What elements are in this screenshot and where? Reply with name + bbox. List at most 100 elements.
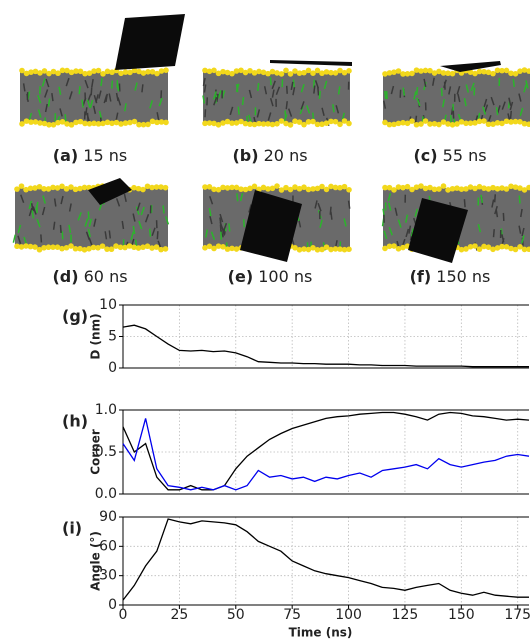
headgroup <box>158 184 164 190</box>
lipid-tail <box>306 105 311 114</box>
headgroup <box>319 246 325 253</box>
headgroup <box>41 68 48 74</box>
lipid-tail <box>383 230 388 240</box>
lipid-tail <box>60 195 64 205</box>
lipid-tail <box>17 235 22 244</box>
headgroup <box>14 243 20 250</box>
headgroup <box>256 68 262 75</box>
headgroup <box>86 245 92 252</box>
lipid-tail <box>45 78 50 88</box>
lipid-tail <box>443 79 447 88</box>
headgroup <box>118 121 124 127</box>
headgroup <box>131 244 137 251</box>
data-line <box>122 418 530 491</box>
lipid-tail <box>88 218 93 227</box>
headgroup <box>400 244 406 251</box>
headgroup <box>391 187 397 193</box>
lipid-tail <box>285 85 288 94</box>
headgroup <box>50 68 57 75</box>
lipid-tail <box>12 234 17 243</box>
headgroup <box>104 119 111 126</box>
lipid-tail <box>394 207 398 216</box>
headgroup <box>503 186 510 192</box>
lipid-tail <box>275 86 281 96</box>
headgroup <box>242 69 249 76</box>
membrane-snapshot <box>12 183 170 253</box>
headgroup <box>413 121 420 128</box>
headgroup <box>206 120 213 126</box>
lipid-tail <box>237 106 240 115</box>
headgroup <box>292 68 298 74</box>
headgroup <box>296 119 303 125</box>
headgroup <box>494 185 501 192</box>
headgroup <box>202 184 208 190</box>
headgroup <box>82 70 88 77</box>
lipid-tail <box>317 202 322 212</box>
headgroup <box>256 186 262 193</box>
headgroup <box>113 119 120 126</box>
headgroup <box>202 245 208 251</box>
headgroup <box>233 120 240 126</box>
headgroup <box>100 71 106 77</box>
lipid-tail <box>108 93 112 102</box>
lipid-tail <box>116 83 120 92</box>
headgroup <box>158 68 165 74</box>
lipid-tail <box>383 100 387 109</box>
headgroup <box>278 118 285 124</box>
headgroup <box>37 70 43 76</box>
headgroup <box>400 184 406 191</box>
lipid-tail <box>440 88 443 97</box>
headgroup <box>54 185 61 191</box>
lipid-tail <box>508 97 512 106</box>
headgroup <box>310 245 316 251</box>
panel-label: (a) <box>53 146 78 165</box>
lipid-tail <box>220 229 224 238</box>
lipid-tail <box>42 195 46 204</box>
lipid-tail <box>136 202 141 211</box>
x-tick-label: 75 <box>283 607 301 623</box>
headgroup <box>86 121 93 127</box>
headgroup <box>45 186 52 192</box>
y-tick-label: 5 <box>108 329 117 345</box>
time-label: 15 ns <box>83 146 127 165</box>
headgroup <box>162 184 169 191</box>
headgroup <box>122 120 129 126</box>
lipid-tail <box>408 225 412 234</box>
headgroup <box>319 121 325 128</box>
lipid-tail <box>323 80 328 90</box>
headgroup <box>50 121 57 128</box>
lipid-tail <box>148 228 152 237</box>
lipid-tail <box>103 94 108 104</box>
headgroup <box>314 67 321 74</box>
headgroup <box>224 246 231 252</box>
headgroup <box>337 67 343 74</box>
headgroup <box>517 244 523 250</box>
headgroup <box>91 120 97 127</box>
headgroup <box>224 185 231 191</box>
lipid-tail <box>85 231 91 240</box>
x-axis-label: Time (ns) <box>289 626 353 640</box>
time-label: 150 ns <box>436 267 490 286</box>
headgroup <box>341 183 348 190</box>
lipid-tail <box>40 234 43 243</box>
headgroup <box>278 71 285 77</box>
lipid-tail <box>388 226 393 236</box>
headgroup <box>109 120 115 127</box>
headgroup <box>418 121 424 127</box>
headgroup <box>485 121 492 128</box>
headgroup <box>440 119 447 125</box>
headgroup <box>427 67 433 74</box>
headgroup <box>104 68 111 75</box>
headgroup <box>494 67 501 74</box>
graphene-sheet <box>270 60 352 66</box>
graphene-sheet <box>88 178 132 205</box>
headgroup <box>314 121 321 128</box>
headgroup <box>135 245 142 251</box>
headgroup <box>211 245 217 252</box>
lipid-tail <box>518 195 521 204</box>
headgroup <box>41 186 47 192</box>
lipid-tail <box>68 203 72 212</box>
lipid-tail <box>123 103 127 112</box>
y-axis-label: Corner <box>89 429 103 475</box>
headgroup <box>63 186 70 192</box>
